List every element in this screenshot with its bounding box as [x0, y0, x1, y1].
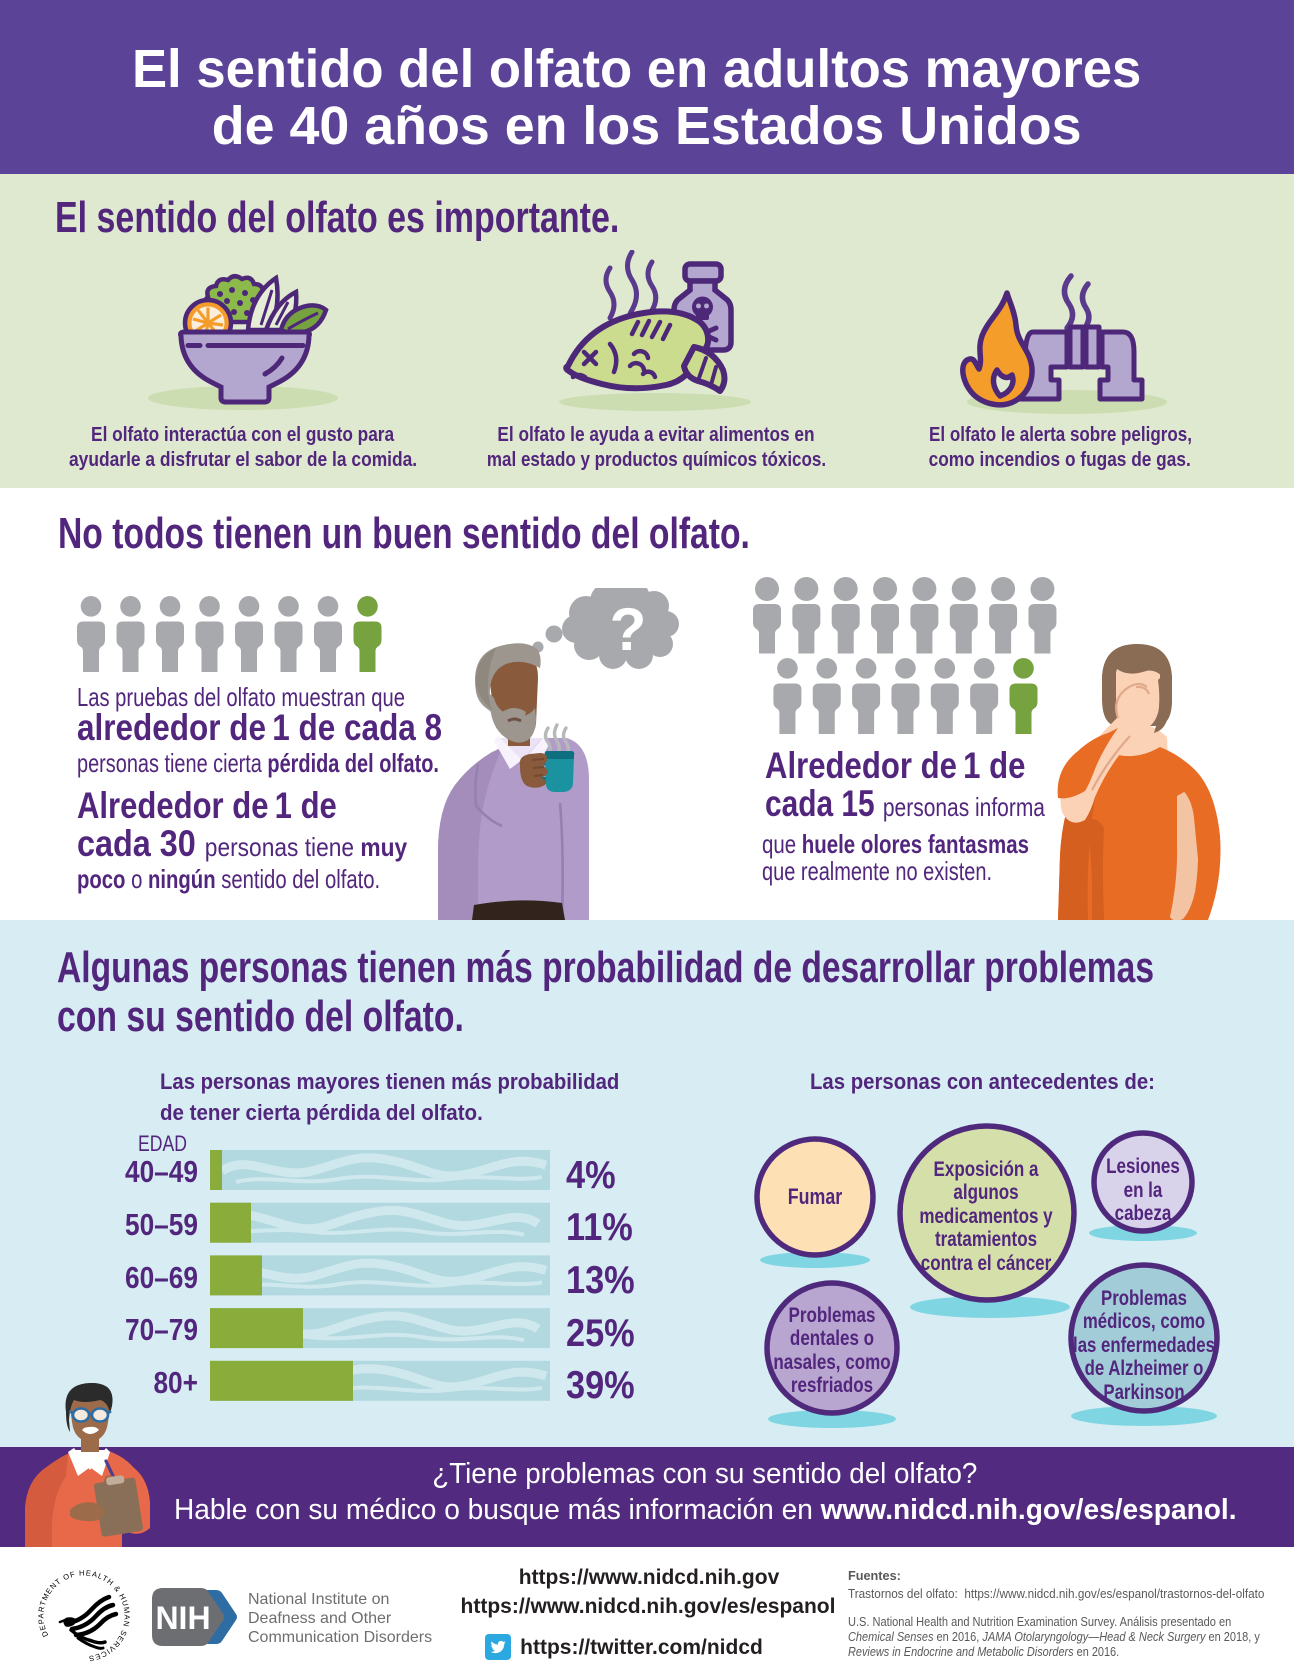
- svg-text:NIH: NIH: [155, 1600, 210, 1636]
- svg-text:?: ?: [610, 596, 647, 663]
